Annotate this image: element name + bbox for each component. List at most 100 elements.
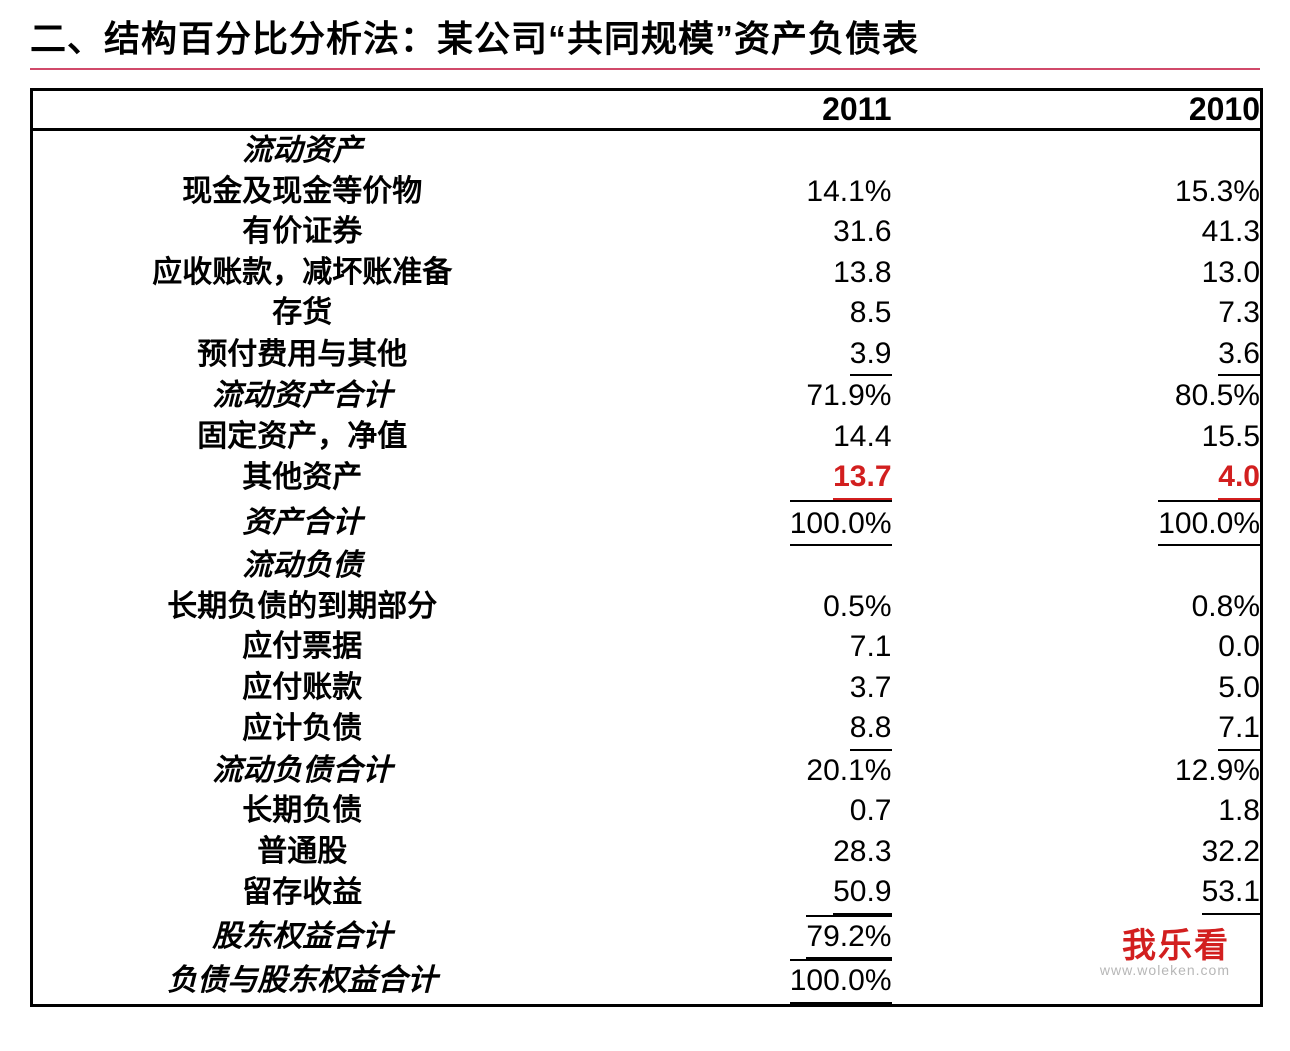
value: 15.5 (1202, 417, 1260, 458)
row-label-text: 长期负债 (242, 794, 362, 827)
value: 53.1 (1202, 872, 1260, 915)
cell-2010: 80.5% (892, 376, 1262, 417)
header-year-2010: 2010 (892, 90, 1262, 130)
row-label: 应付票据 (32, 627, 572, 668)
row-label-text: 固定资产，净值 (197, 420, 407, 453)
row-label: 应收账款，减坏账准备 (32, 253, 572, 294)
cell-2011: 50.9 (572, 872, 892, 915)
cell-2011: 7.1 (572, 627, 892, 668)
row-label: 应付账款 (32, 668, 572, 709)
cell-2010: 12.9% (892, 751, 1262, 792)
table-row: 应计负债 8.8 7.1 (32, 708, 1262, 751)
cell-2011: 79.2% (572, 915, 892, 960)
row-label: 流动资产 (32, 130, 572, 172)
cell-2011: 0.5% (572, 587, 892, 628)
row-label: 有价证券 (32, 212, 572, 253)
row-label: 其他资产 (32, 457, 572, 500)
value: 13.7 (833, 457, 891, 500)
row-label-text: 存货 (272, 296, 332, 329)
cell-2010 (892, 546, 1262, 587)
row-label: 预付费用与其他 (32, 334, 572, 377)
cell-2011 (572, 546, 892, 587)
value: 14.4 (833, 417, 891, 458)
value: 3.9 (850, 334, 892, 377)
value: 0.5% (823, 587, 891, 628)
cell-2011: 3.7 (572, 668, 892, 709)
value: 8.8 (850, 708, 892, 751)
table-row: 现金及现金等价物14.1%15.3% (32, 172, 1262, 213)
table-row: 流动资产合计71.9%80.5% (32, 376, 1262, 417)
value: 20.1% (806, 751, 891, 792)
table-row: 存货 8.5 7.3 (32, 293, 1262, 334)
value: 0.7 (850, 791, 892, 832)
cell-2010: 7.1 (892, 708, 1262, 751)
table-row: 普通股28.3 32.2 (32, 832, 1262, 873)
cell-2011: 31.6 (572, 212, 892, 253)
row-label-text: 长期负债的到期部分 (167, 590, 437, 623)
row-label-text: 流动负债 (242, 549, 362, 582)
table-body: 流动资产现金及现金等价物14.1%15.3%有价证券31.641.3应收账款，减… (32, 130, 1262, 1006)
row-label-text: 负债与股东权益合计 (167, 964, 437, 997)
cell-2011: 13.8 (572, 253, 892, 294)
row-label: 负债与股东权益合计 (32, 959, 572, 1005)
cell-2010: 1.8 (892, 791, 1262, 832)
cell-2010: 3.6 (892, 334, 1262, 377)
table-row: 资产合计100.0%100.0% (32, 500, 1262, 547)
row-label: 长期负债的到期部分 (32, 587, 572, 628)
table-row: 股东权益合计 79.2% (32, 915, 1262, 960)
table-row: 应付账款 3.75.0 (32, 668, 1262, 709)
row-label-text: 股东权益合计 (212, 920, 392, 953)
row-label: 普通股 (32, 832, 572, 873)
cell-2010: 15.5 (892, 417, 1262, 458)
value: 100.0% (790, 500, 892, 547)
cell-2010: 13.0 (892, 253, 1262, 294)
row-label-text: 流动资产 (242, 134, 362, 167)
cell-2010: 0.0 (892, 627, 1262, 668)
watermark-url: www.woleken.com (1100, 963, 1230, 977)
value: 15.3% (1175, 172, 1260, 213)
cell-2010: 100.0% (892, 500, 1262, 547)
cell-2011: 100.0% (572, 959, 892, 1005)
table-row: 流动负债 (32, 546, 1262, 587)
cell-2011: 14.4 (572, 417, 892, 458)
row-label: 固定资产，净值 (32, 417, 572, 458)
cell-2010: 41.3 (892, 212, 1262, 253)
row-label-text: 应计负债 (242, 712, 362, 745)
cell-2010: 0.8% (892, 587, 1262, 628)
cell-2010: 7.3 (892, 293, 1262, 334)
table-row: 有价证券31.641.3 (32, 212, 1262, 253)
value: 79.2% (806, 915, 891, 960)
header-blank (32, 90, 572, 130)
value: 3.6 (1218, 334, 1260, 377)
value: 13.8 (833, 253, 891, 294)
value: 8.5 (850, 293, 892, 334)
row-label-text: 应付账款 (242, 671, 362, 704)
cell-2011: 0.7 (572, 791, 892, 832)
value: 50.9 (833, 872, 891, 915)
table-row: 预付费用与其他 3.9 3.6 (32, 334, 1262, 377)
value: 32.2 (1202, 832, 1260, 873)
row-label-text: 预付费用与其他 (197, 338, 407, 371)
row-label-text: 应付票据 (242, 630, 362, 663)
cell-2011: 8.5 (572, 293, 892, 334)
cell-2010: 5.0 (892, 668, 1262, 709)
cell-2011: 14.1% (572, 172, 892, 213)
section-title: 二、结构百分比分析法：某公司“共同规模”资产负债表 (30, 10, 1260, 62)
row-label: 股东权益合计 (32, 915, 572, 960)
cell-2011: 13.7 (572, 457, 892, 500)
cell-2010 (892, 130, 1262, 172)
cell-2011: 100.0% (572, 500, 892, 547)
value: 3.7 (850, 668, 892, 709)
value: 0.0 (1218, 627, 1260, 668)
row-label-text: 其他资产 (242, 461, 362, 494)
value: 7.3 (1218, 293, 1260, 334)
row-label: 存货 (32, 293, 572, 334)
cell-2011: 3.9 (572, 334, 892, 377)
row-label: 应计负债 (32, 708, 572, 751)
value: 7.1 (1218, 708, 1260, 751)
value: 80.5% (1175, 376, 1260, 417)
header-year-2011: 2011 (572, 90, 892, 130)
cell-2011: 28.3 (572, 832, 892, 873)
value: 13.0 (1202, 253, 1260, 294)
table-row: 留存收益50.953.1 (32, 872, 1262, 915)
